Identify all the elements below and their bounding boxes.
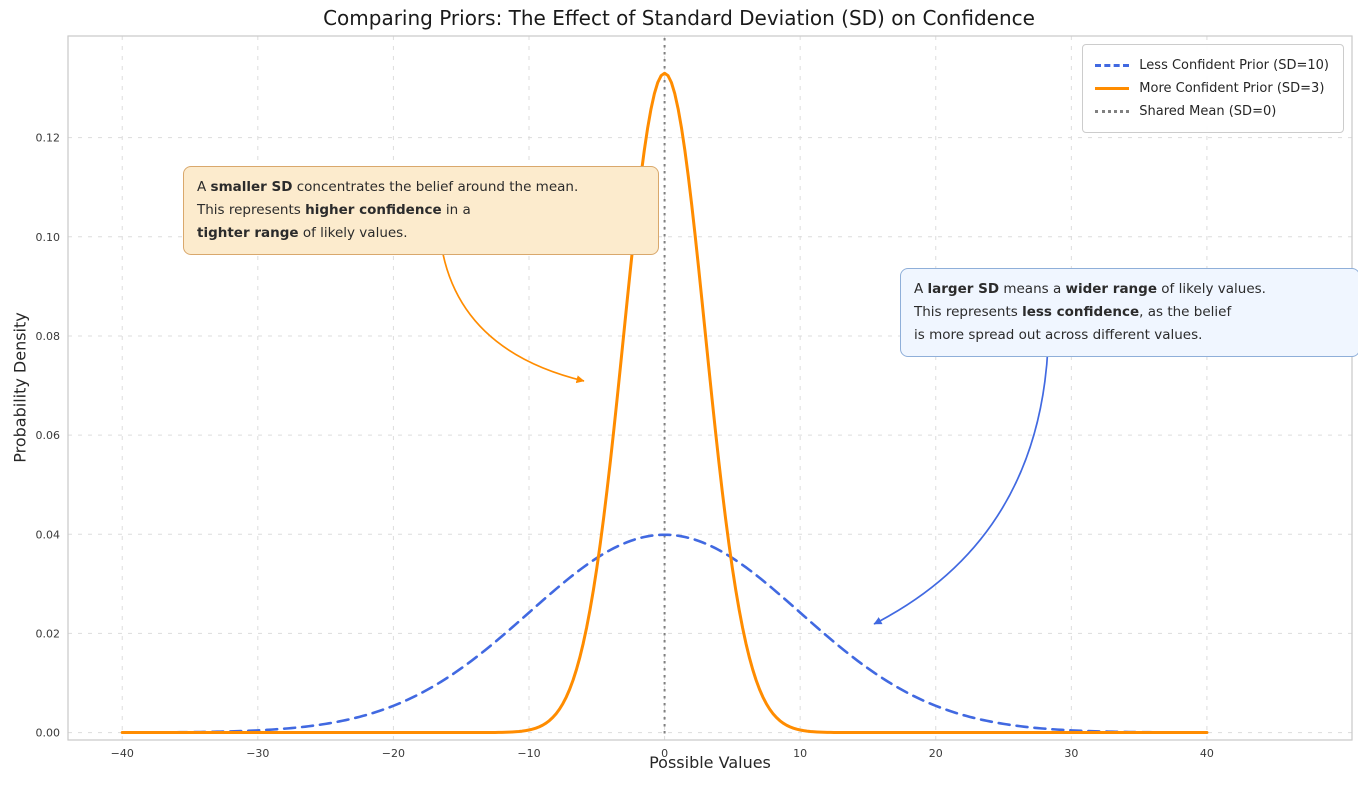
legend-line-sample-dotted — [1095, 110, 1130, 113]
legend-item-label: More Confident Prior (SD=3) — [1139, 81, 1325, 96]
annotation-larger-sd: A larger SD means a wider range of likel… — [900, 268, 1358, 357]
x-tick-label: 0 — [661, 747, 668, 760]
legend-item-label: Less Confident Prior (SD=10) — [1139, 58, 1329, 73]
annotation-smaller-sd: A smaller SD concentrates the belief aro… — [183, 166, 659, 255]
legend-line-sample-solid — [1095, 87, 1130, 90]
annotation-line: tighter range of likely values. — [197, 224, 408, 241]
series-line-0 — [120, 533, 1209, 734]
annotation-arrows — [442, 253, 1049, 625]
x-tick-label: −20 — [382, 747, 405, 760]
y-tick-label: 0.06 — [36, 429, 61, 442]
annotation-line: A smaller SD concentrates the belief aro… — [197, 179, 579, 195]
x-tick-label: 20 — [929, 747, 943, 760]
y-tick-label: 0.02 — [36, 627, 61, 640]
y-tick-label: 0.08 — [36, 330, 61, 343]
series-line-1 — [120, 71, 1209, 735]
y-axis-label: Probability Density — [10, 312, 30, 463]
series-curves — [120, 71, 1209, 735]
axes-frame — [67, 35, 1353, 741]
chart-title: Comparing Priors: The Effect of Standard… — [323, 6, 1035, 30]
y-tick-label: 0.00 — [36, 727, 61, 740]
annotation-line: A larger SD means a wider range of likel… — [914, 281, 1266, 297]
legend-item: Less Confident Prior (SD=10) — [1095, 54, 1329, 77]
legend-item: Shared Mean (SD=0) — [1095, 100, 1329, 123]
annotation-line: This represents higher confidence in a — [197, 201, 471, 218]
x-tick-label: 30 — [1064, 747, 1078, 760]
x-tick-label: 10 — [793, 747, 807, 760]
grid-lines — [68, 36, 1352, 740]
y-tick-label: 0.04 — [36, 528, 61, 541]
larger-sd-arrow — [873, 346, 1049, 625]
x-axis-label: Possible Values — [649, 753, 771, 772]
legend-item-label: Shared Mean (SD=0) — [1139, 104, 1277, 119]
legend-line-sample-dashed — [1095, 64, 1130, 67]
legend-item: More Confident Prior (SD=3) — [1095, 77, 1329, 100]
annotation-line: This represents less confidence, as the … — [914, 303, 1232, 320]
x-tick-label: −40 — [111, 747, 134, 760]
legend: Less Confident Prior (SD=10) More Confid… — [1082, 44, 1344, 133]
x-tick-label: −30 — [246, 747, 269, 760]
y-tick-label: 0.12 — [36, 132, 61, 145]
annotation-line: is more spread out across different valu… — [914, 326, 1203, 343]
x-tick-label: −10 — [517, 747, 540, 760]
x-tick-label: 40 — [1200, 747, 1214, 760]
tick-labels: −40 −30 −20 −10 0 10 20 30 40 0.00 0.02 0.04 0.06 0.0… — [36, 132, 1214, 760]
y-tick-label: 0.10 — [36, 231, 61, 244]
smaller-sd-arrow — [442, 253, 585, 384]
